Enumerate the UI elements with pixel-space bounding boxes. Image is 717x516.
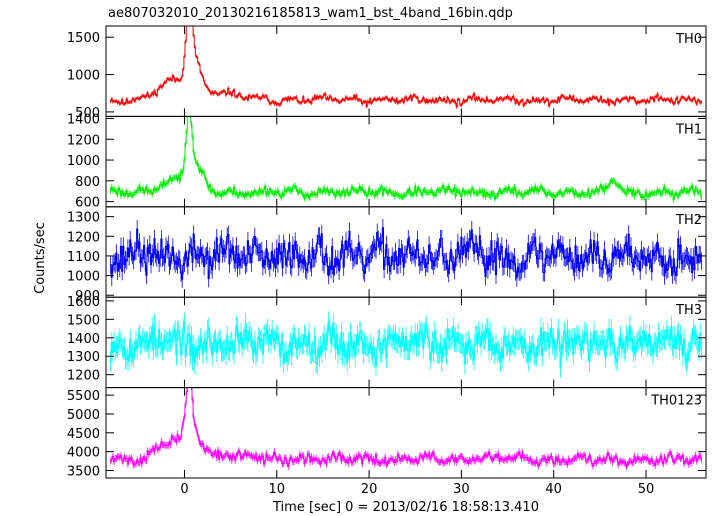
y-tick-label: 800 xyxy=(75,175,100,190)
y-tick-label: 3500 xyxy=(67,464,100,479)
series-th3 xyxy=(110,311,702,378)
series-th2 xyxy=(110,218,702,288)
panel-th3: 1200 1300 1400 1500 1600 TH3 xyxy=(67,295,707,389)
error-bars xyxy=(110,387,702,470)
panel-th1: 600 800 1000 1200 1400 TH1 xyxy=(67,112,707,211)
panel-th0123: 3500 4000 4500 5000 5500 TH0123 xyxy=(67,387,707,479)
y-tick-label: 1400 xyxy=(67,332,100,347)
panel-label: TH2 xyxy=(675,213,702,228)
y-tick-label: 1200 xyxy=(67,230,100,245)
x-axis-label: Time [sec] 0 = 2013/02/16 18:58:13.410 xyxy=(272,500,539,515)
x-tick-label: 40 xyxy=(545,482,562,497)
y-tick-label: 1500 xyxy=(67,31,100,46)
x-tick-label: 0 xyxy=(180,482,188,497)
series-line xyxy=(110,321,702,369)
y-tick-label: 1200 xyxy=(67,133,100,148)
x-tick-label: 50 xyxy=(638,482,655,497)
y-tick-label: 600 xyxy=(75,196,100,211)
y-tick-label: 1500 xyxy=(67,313,100,328)
y-tick-label: 1000 xyxy=(67,69,100,84)
series-line xyxy=(110,227,702,280)
y-tick-label: 1300 xyxy=(67,211,100,226)
series-line xyxy=(110,116,702,200)
panel-label: TH0 xyxy=(675,32,702,47)
y-tick-label: 5500 xyxy=(67,389,100,404)
x-tick-label: 20 xyxy=(361,482,378,497)
error-bars xyxy=(110,116,702,203)
y-tick-label: 1100 xyxy=(67,250,100,265)
y-tick-label: 1400 xyxy=(67,112,100,127)
y-tick-label: 1300 xyxy=(67,350,100,365)
panel-label: TH0123 xyxy=(650,394,702,409)
y-axis-label: Counts/sec xyxy=(33,222,48,294)
y-tick-label: 5000 xyxy=(67,408,100,423)
panel-frame xyxy=(105,25,707,117)
panel-th0: 500 1000 1500 TH0 xyxy=(67,25,707,121)
y-tick-label: 4500 xyxy=(67,427,100,442)
panel-th2: 900 1000 1100 1200 1300 TH2 xyxy=(67,206,707,304)
y-tick-label: 1200 xyxy=(67,369,100,384)
y-tick-label: 900 xyxy=(75,289,100,304)
y-tick-label: 1000 xyxy=(67,154,100,169)
y-tick-label: 1600 xyxy=(67,295,100,310)
x-tick-label: 30 xyxy=(453,482,470,497)
x-tick-label: 10 xyxy=(268,482,285,497)
panel-label: TH3 xyxy=(675,303,702,318)
series-th0123 xyxy=(110,387,702,470)
error-bars xyxy=(110,26,702,109)
y-tick-label: 4000 xyxy=(67,446,100,461)
error-bars xyxy=(110,311,702,378)
panel-frame xyxy=(105,387,707,479)
chart-title: ae807032010_20130216185813_wam1_bst_4ban… xyxy=(108,6,513,21)
y-tick-label: 500 xyxy=(75,106,100,121)
series-th1 xyxy=(110,116,702,203)
y-tick-label: 1000 xyxy=(67,270,100,285)
panel-label: TH1 xyxy=(675,122,702,137)
series-line xyxy=(110,26,702,108)
series-th0 xyxy=(110,26,702,109)
panels: 500 1000 1500 TH0 600 800 1000 1200 1400 TH1 900 10… xyxy=(67,25,707,479)
series-line xyxy=(110,387,702,468)
x-axis: 0 10 20 30 40 50 xyxy=(180,482,654,497)
